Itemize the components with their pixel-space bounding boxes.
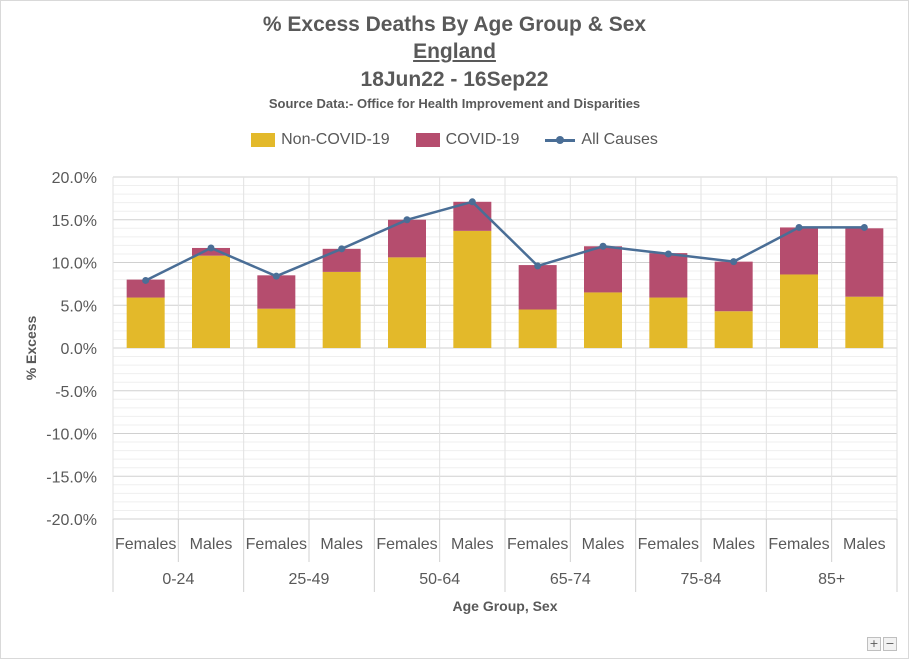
bar-non-covid: [584, 292, 622, 348]
all-causes-point: [272, 272, 280, 280]
x-category-label: Females: [638, 536, 699, 553]
bar-non-covid: [714, 311, 753, 348]
x-group-label: 25-49: [289, 571, 330, 588]
bar-non-covid: [453, 230, 492, 348]
legend-label-non-covid: Non-COVID-19: [281, 131, 390, 148]
y-tick-label: 10.0%: [52, 256, 97, 273]
x-category-label: Males: [190, 536, 233, 553]
bar-covid: [126, 279, 165, 298]
y-tick-label: 5.0%: [61, 298, 97, 315]
all-causes-point: [403, 216, 411, 224]
zoom-out-button[interactable]: −: [883, 637, 897, 651]
x-category-label: Females: [376, 536, 437, 553]
all-causes-point: [860, 223, 868, 231]
y-tick-label: -5.0%: [55, 384, 97, 401]
bars: [126, 201, 884, 348]
x-category-label: Females: [246, 536, 307, 553]
bar-covid: [322, 248, 361, 272]
legend: Non-COVID-19 COVID-19 All Causes: [0, 131, 909, 149]
x-category-label: Females: [507, 536, 568, 553]
all-causes-point: [338, 245, 346, 253]
bar-non-covid: [845, 296, 884, 348]
legend-item-all-causes: All Causes: [545, 131, 658, 149]
legend-swatch-non-covid: [251, 133, 276, 147]
all-causes-point: [664, 250, 672, 258]
zoom-controls: + −: [867, 637, 897, 651]
all-causes-point: [730, 258, 738, 266]
all-causes-line: [142, 198, 868, 284]
legend-swatch-all-causes: [545, 133, 576, 147]
bar-covid: [518, 265, 557, 310]
x-group-label: 50-64: [419, 571, 460, 588]
y-tick-label: 0.0%: [61, 341, 97, 358]
all-causes-polyline: [145, 200, 865, 282]
bar-covid: [257, 275, 296, 309]
x-category-label: Males: [843, 536, 886, 553]
chart-source: Source Data:- Office for Health Improvem…: [268, 96, 641, 111]
legend-label-all-causes: All Causes: [581, 131, 658, 148]
bar-non-covid: [322, 271, 361, 348]
bar-non-covid: [257, 308, 296, 348]
y-tick-label: -20.0%: [46, 512, 97, 529]
bar-covid: [192, 247, 230, 256]
x-category-label: Males: [712, 536, 755, 553]
y-tick-label: 20.0%: [52, 170, 97, 187]
bar-non-covid: [518, 309, 557, 348]
legend-label-covid: COVID-19: [445, 131, 520, 148]
bar-covid: [453, 201, 492, 231]
legend-swatch-covid: [415, 133, 440, 147]
x-category-label: Females: [768, 536, 829, 553]
bar-covid: [649, 253, 688, 298]
bar-non-covid: [192, 255, 230, 348]
y-tick-label: 15.0%: [52, 213, 97, 230]
x-category-label: Males: [451, 536, 494, 553]
y-axis: 20.0% 15.0% 10.0% 5.0% 0.0% -5.0% -10.0% -15.0%…: [46, 170, 97, 529]
bar-covid: [714, 261, 753, 312]
bar-non-covid: [388, 257, 426, 348]
x-axis-label: Age Group, Sex: [452, 598, 557, 614]
x-group-label: 0-24: [162, 571, 194, 588]
chart-title: % Excess Deaths By Age Group & Sex: [262, 13, 647, 36]
x-category-label: Males: [582, 536, 625, 553]
title-block: % Excess Deaths By Age Group & Sex Engla…: [0, 10, 909, 113]
all-causes-point: [534, 262, 542, 270]
bar-covid: [584, 246, 622, 293]
bar-non-covid: [649, 297, 688, 348]
legend-item-non-covid: Non-COVID-19: [251, 131, 390, 149]
y-tick-label: -15.0%: [46, 469, 97, 486]
y-tick-label: -10.0%: [46, 427, 97, 444]
x-group-label: 75-84: [681, 571, 722, 588]
all-causes-point: [468, 198, 476, 206]
legend-item-covid: COVID-19: [415, 131, 520, 149]
bar-non-covid: [126, 297, 165, 348]
chart-subtitle-region: England: [413, 40, 496, 63]
x-category-label: Males: [320, 536, 363, 553]
chart-subtitle-dates: 18Jun22 - 16Sep22: [360, 68, 549, 91]
all-causes-point: [142, 276, 150, 284]
all-causes-point: [207, 244, 215, 252]
bar-covid: [845, 228, 884, 297]
x-group-label: 85+: [818, 571, 845, 588]
zoom-in-button[interactable]: +: [867, 637, 881, 651]
all-causes-point: [795, 223, 803, 231]
all-causes-point: [599, 242, 607, 250]
y-axis-label: % Excess: [23, 315, 39, 380]
x-group-label: 65-74: [550, 571, 591, 588]
x-category-label: Females: [115, 536, 176, 553]
bar-non-covid: [780, 274, 818, 348]
x-axis: Females Males Females Males Females Males Fema…: [112, 519, 898, 592]
